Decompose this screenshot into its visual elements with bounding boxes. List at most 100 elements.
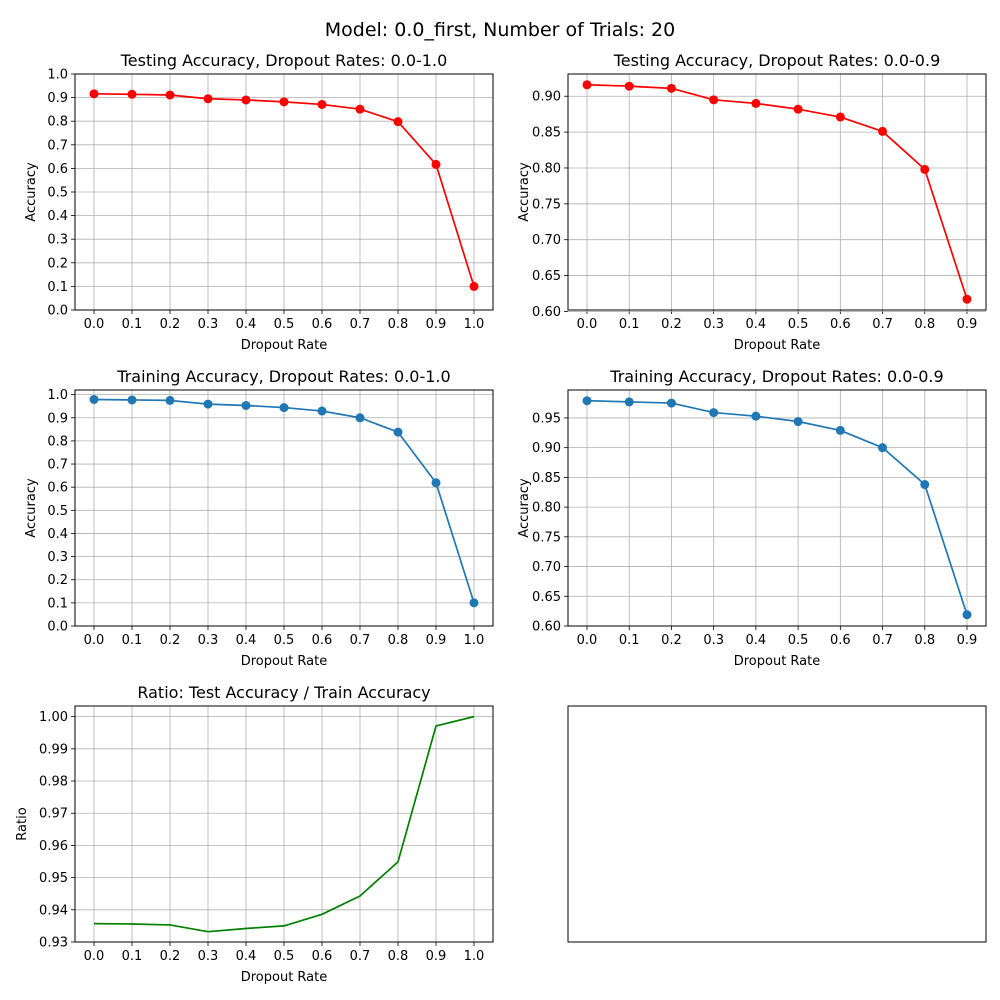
series-line bbox=[586, 399, 968, 615]
y-tick-label: 0.5 bbox=[47, 504, 68, 519]
x-axis-label: Dropout Rate bbox=[241, 970, 328, 985]
y-tick-label: 1.00 bbox=[39, 710, 68, 725]
data-point bbox=[666, 83, 676, 93]
data-point bbox=[203, 94, 213, 104]
y-axis-label: Accuracy bbox=[24, 478, 39, 538]
x-tick-label: 0.7 bbox=[350, 949, 371, 964]
x-tick-label: 1.0 bbox=[464, 949, 485, 964]
data-point bbox=[317, 99, 327, 109]
y-tick-label: 0.9 bbox=[47, 91, 68, 106]
x-tick-label: 0.3 bbox=[703, 633, 724, 648]
x-tick-label: 0.6 bbox=[312, 949, 333, 964]
subplot-ratio: 0.0 0.1 0.2 0.3 0.4 0.5 0.6 0.7 0.8 0.9 1.0 0.93 0.9… bbox=[15, 683, 494, 985]
axes-frame bbox=[74, 73, 494, 311]
data-point bbox=[89, 394, 99, 404]
x-tick-label: 0.0 bbox=[577, 317, 598, 332]
data-point bbox=[393, 427, 403, 437]
data-point bbox=[241, 95, 251, 105]
x-tick-label: 1.0 bbox=[464, 633, 485, 648]
y-tick-label: 0.6 bbox=[47, 481, 68, 496]
y-tick-label: 0.96 bbox=[39, 839, 68, 854]
axes-frame bbox=[74, 389, 494, 627]
y-tick-label: 0.95 bbox=[532, 411, 561, 426]
data-point bbox=[709, 95, 719, 105]
subplot-title: Testing Accuracy, Dropout Rates: 0.0-1.0 bbox=[120, 51, 448, 70]
x-tick-label: 0.8 bbox=[914, 633, 935, 648]
x-tick-label: 0.2 bbox=[160, 949, 181, 964]
data-point bbox=[878, 126, 888, 136]
y-tick-label: 1.0 bbox=[47, 388, 68, 403]
x-tick-label: 0.4 bbox=[236, 317, 257, 332]
x-tick-label: 0.9 bbox=[426, 317, 447, 332]
x-tick-label: 0.0 bbox=[84, 949, 105, 964]
x-tick-label: 0.1 bbox=[122, 317, 143, 332]
figure-suptitle: Model: 0.0_first, Number of Trials: 20 bbox=[325, 19, 675, 41]
data-point bbox=[878, 443, 888, 453]
y-axis-label: Ratio bbox=[15, 807, 30, 840]
y-tick-label: 0.0 bbox=[47, 304, 68, 319]
x-tick-label: 0.9 bbox=[957, 317, 978, 332]
data-point bbox=[469, 598, 479, 608]
data-point bbox=[751, 98, 761, 108]
data-point bbox=[962, 294, 972, 304]
y-tick-label: 0.99 bbox=[39, 742, 68, 757]
y-tick-label: 0.2 bbox=[47, 573, 68, 588]
x-tick-label: 0.7 bbox=[350, 317, 371, 332]
y-tick-label: 0.4 bbox=[47, 527, 68, 542]
subplot-empty bbox=[567, 705, 987, 943]
data-point bbox=[89, 89, 99, 99]
data-point bbox=[203, 399, 213, 409]
x-tick-label: 0.8 bbox=[388, 633, 409, 648]
y-tick-label: 0.70 bbox=[532, 560, 561, 575]
data-point bbox=[279, 97, 289, 107]
series-line bbox=[586, 83, 968, 300]
x-tick-label: 0.3 bbox=[198, 317, 219, 332]
data-point bbox=[165, 395, 175, 405]
y-tick-label: 0.1 bbox=[47, 280, 68, 295]
x-tick-label: 0.6 bbox=[830, 633, 851, 648]
x-tick-label: 0.7 bbox=[872, 633, 893, 648]
y-tick-label: 0.8 bbox=[47, 115, 68, 130]
y-tick-label: 0.8 bbox=[47, 434, 68, 449]
y-tick-label: 0.85 bbox=[532, 126, 561, 141]
x-axis-label: Dropout Rate bbox=[734, 338, 821, 353]
data-point bbox=[835, 425, 845, 435]
x-tick-label: 0.3 bbox=[703, 317, 724, 332]
data-point bbox=[393, 117, 403, 127]
data-point bbox=[165, 90, 175, 100]
x-tick-label: 0.1 bbox=[619, 633, 640, 648]
data-point bbox=[624, 81, 634, 91]
subplot-train-09: 0.0 0.1 0.2 0.3 0.4 0.5 0.6 0.7 0.8 0.9 0.60 0.65 0.… bbox=[517, 367, 987, 669]
data-point bbox=[127, 395, 137, 405]
x-tick-label: 0.1 bbox=[619, 317, 640, 332]
x-tick-label: 0.8 bbox=[914, 317, 935, 332]
y-tick-label: 0.3 bbox=[47, 550, 68, 565]
x-tick-label: 0.5 bbox=[788, 317, 809, 332]
x-tick-label: 0.2 bbox=[160, 317, 181, 332]
x-tick-label: 0.8 bbox=[388, 317, 409, 332]
data-point bbox=[751, 411, 761, 421]
y-tick-label: 0.4 bbox=[47, 209, 68, 224]
data-point bbox=[279, 403, 289, 413]
y-axis-label: Accuracy bbox=[517, 162, 532, 222]
x-tick-label: 0.2 bbox=[661, 317, 682, 332]
x-tick-label: 0.4 bbox=[746, 317, 767, 332]
data-point bbox=[920, 164, 930, 174]
x-tick-label: 0.9 bbox=[957, 633, 978, 648]
data-point bbox=[793, 104, 803, 114]
x-tick-label: 0.3 bbox=[198, 633, 219, 648]
y-tick-label: 0.65 bbox=[532, 590, 561, 605]
x-tick-label: 0.6 bbox=[830, 317, 851, 332]
y-tick-label: 0.85 bbox=[532, 471, 561, 486]
x-tick-label: 0.5 bbox=[274, 949, 295, 964]
x-tick-label: 1.0 bbox=[464, 317, 485, 332]
y-tick-label: 0.0 bbox=[47, 620, 68, 635]
y-tick-label: 0.65 bbox=[532, 269, 561, 284]
data-point bbox=[469, 281, 479, 291]
subplot-train-full: 0.0 0.1 0.2 0.3 0.4 0.5 0.6 0.7 0.8 0.9 1.0 0.0 0.1 0… bbox=[24, 367, 494, 669]
subplot-grid: 0.0 0.1 0.2 0.3 0.4 0.5 0.6 0.7 0.8 0.9 1.0 0.0 0.1 0… bbox=[15, 51, 987, 985]
x-tick-label: 0.7 bbox=[350, 633, 371, 648]
y-tick-label: 0.5 bbox=[47, 186, 68, 201]
subplot-test-full: 0.0 0.1 0.2 0.3 0.4 0.5 0.6 0.7 0.8 0.9 1.0 0.0 0.1 0… bbox=[24, 51, 494, 353]
axes-frame bbox=[567, 389, 987, 627]
